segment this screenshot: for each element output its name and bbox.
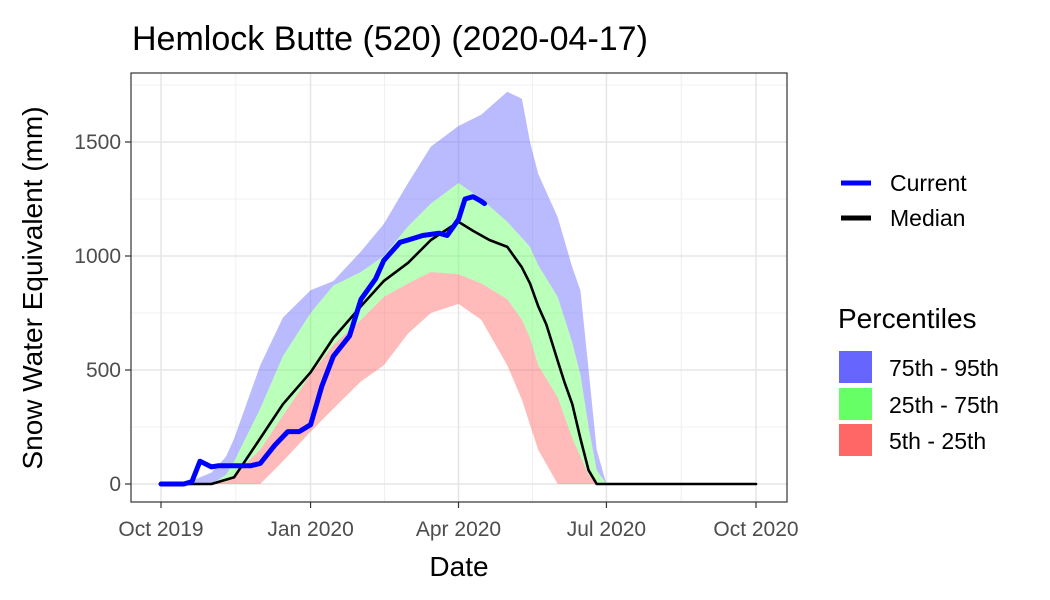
chart-title: Hemlock Butte (520) (2020-04-17) <box>132 20 648 58</box>
legend-label-5-25: 5th - 25th <box>889 428 986 454</box>
x-axis: Oct 2019 Jan 2020 Apr 2020 Jul 2020 Oct 2020 <box>118 502 799 541</box>
y-axis: 0 500 1000 1500 <box>74 131 131 496</box>
x-axis-title: Date <box>429 551 488 582</box>
grid <box>131 73 787 502</box>
series-line-median <box>159 220 758 486</box>
band-75-95 <box>161 91 756 485</box>
x-tick-label: Jul 2020 <box>567 518 646 541</box>
x-tick-label: Apr 2020 <box>416 518 501 541</box>
series-line-current <box>158 194 487 487</box>
y-axis-title: Snow Water Equivalent (mm) <box>17 106 48 469</box>
legend-title-percentiles: Percentiles <box>838 303 977 334</box>
legend-lines: Current Median <box>841 170 967 231</box>
y-tick-label: 1000 <box>74 245 121 268</box>
legend-label-median: Median <box>890 205 965 231</box>
y-tick-label: 0 <box>109 473 121 496</box>
plot-panel <box>130 72 788 503</box>
legend-key-25-75 <box>839 388 872 420</box>
y-tick-label: 1500 <box>74 131 121 154</box>
x-tick-label: Oct 2020 <box>713 518 798 541</box>
legend-key-5-25 <box>839 424 872 456</box>
legend-label-25-75: 25th - 75th <box>889 392 999 418</box>
x-tick-label: Jan 2020 <box>267 518 353 541</box>
x-tick-label: Oct 2019 <box>118 518 203 541</box>
band-5-25 <box>161 272 756 484</box>
percentile-bands <box>161 91 756 485</box>
band-25-75 <box>161 183 756 484</box>
legend-label-75-95: 75th - 95th <box>889 355 999 381</box>
legend-percentiles: Percentiles 75th - 95th 25th - 75th 5th … <box>838 303 999 456</box>
legend-key-75-95 <box>839 351 872 383</box>
y-tick-label: 500 <box>86 359 121 382</box>
legend-label-current: Current <box>890 170 967 196</box>
series-lines <box>158 194 758 487</box>
